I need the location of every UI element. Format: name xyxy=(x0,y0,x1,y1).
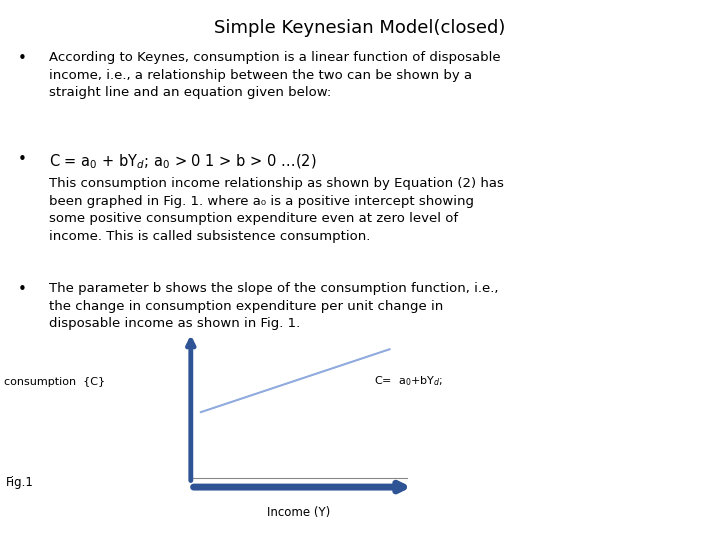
Text: Simple Keynesian Model(closed): Simple Keynesian Model(closed) xyxy=(215,19,505,37)
Text: •: • xyxy=(18,152,27,167)
Text: C = a$_0$ + bY$_d$; a$_0$ > 0 1 > b > 0 …(2): C = a$_0$ + bY$_d$; a$_0$ > 0 1 > b > 0 … xyxy=(49,152,317,171)
Text: •: • xyxy=(18,51,27,66)
Text: Fig.1: Fig.1 xyxy=(6,476,34,489)
Text: The parameter b shows the slope of the consumption function, i.e.,
the change in: The parameter b shows the slope of the c… xyxy=(49,282,498,330)
Text: According to Keynes, consumption is a linear function of disposable
income, i.e.: According to Keynes, consumption is a li… xyxy=(49,51,500,99)
Text: •: • xyxy=(18,282,27,298)
Text: C=  a$_0$+bY$_d$;: C= a$_0$+bY$_d$; xyxy=(374,374,444,388)
Text: Income (Y): Income (Y) xyxy=(267,507,330,519)
Text: consumption  {C}: consumption {C} xyxy=(4,377,104,387)
Text: This consumption income relationship as shown by Equation (2) has
been graphed i: This consumption income relationship as … xyxy=(49,177,504,242)
